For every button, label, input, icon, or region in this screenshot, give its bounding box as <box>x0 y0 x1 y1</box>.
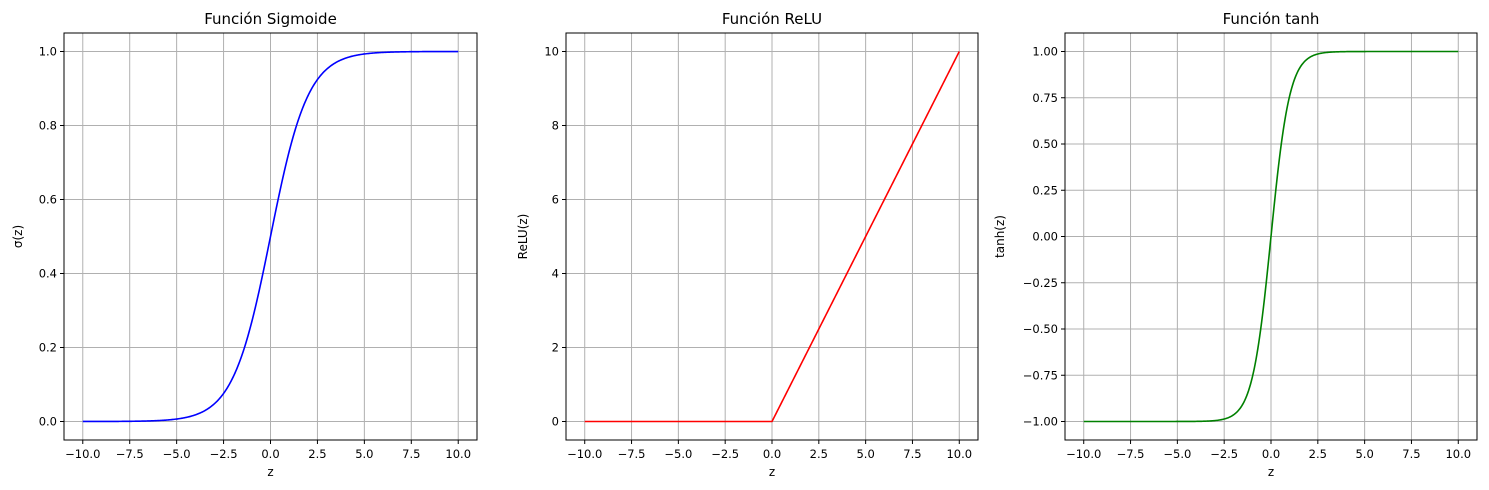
x-tick-label: 7.5 <box>402 447 420 461</box>
y-tick-label: 2 <box>552 341 559 355</box>
x-tick-label: 7.5 <box>903 447 921 461</box>
x-tick-label: 5.0 <box>1355 447 1373 461</box>
x-tick-label: 2.5 <box>308 447 326 461</box>
x-tick-label: −7.5 <box>116 447 144 461</box>
x-tick-label: −5.0 <box>1163 447 1191 461</box>
chart-title: Función ReLU <box>722 10 822 28</box>
y-tick-label: 0.4 <box>39 267 57 281</box>
x-tick-label: 2.5 <box>1309 447 1327 461</box>
x-tick-label: 2.5 <box>810 447 828 461</box>
chart-title: Función Sigmoide <box>204 10 337 28</box>
y-tick-label: 0.8 <box>39 119 57 133</box>
y-tick-label: 0.25 <box>1032 183 1058 197</box>
x-tick-label: 10.0 <box>445 447 471 461</box>
subplot-3: −10.0 −7.5 −5.0 −2.5 0.0 2.5 5.0 7.5 10.0 −1.00 −0… <box>993 10 1478 479</box>
x-tick-label: −2.5 <box>1210 447 1238 461</box>
y-tick-label: 6 <box>552 193 559 207</box>
x-tick-label: −10.0 <box>1066 447 1101 461</box>
x-axis-label: z <box>267 465 273 479</box>
subplot-2: −10.0 −7.5 −5.0 −2.5 0.0 2.5 5.0 7.5 10.0 0 2 4 6 8 10… <box>516 10 979 479</box>
x-tick-label: −7.5 <box>1117 447 1145 461</box>
y-tick-label: 0.00 <box>1032 230 1058 244</box>
chart-title: Función tanh <box>1223 10 1320 28</box>
series-line <box>82 50 459 423</box>
y-tick-label: 1.0 <box>39 45 57 59</box>
y-tick-label: 0.0 <box>39 415 57 429</box>
y-tick-label: 10 <box>544 45 559 59</box>
x-tick-label: −5.0 <box>664 447 692 461</box>
x-tick-label: 5.0 <box>355 447 373 461</box>
y-tick-label: 0 <box>552 415 559 429</box>
x-tick-label: −10.0 <box>567 447 602 461</box>
x-tick-label: −2.5 <box>711 447 739 461</box>
x-tick-label: 5.0 <box>856 447 874 461</box>
subplot-1: −10.0 −7.5 −5.0 −2.5 0.0 2.5 5.0 7.5 10.0 0.0 0.2 0… <box>11 10 478 479</box>
y-axis-label: ReLU(z) <box>516 214 530 260</box>
y-tick-label: −1.00 <box>1023 415 1058 429</box>
x-tick-label: 10.0 <box>1445 447 1471 461</box>
y-tick-label: −0.50 <box>1023 322 1058 336</box>
x-axis-label: z <box>1268 465 1274 479</box>
x-tick-label: −10.0 <box>65 447 100 461</box>
y-tick-label: 0.75 <box>1032 91 1058 105</box>
x-tick-label: 10.0 <box>946 447 972 461</box>
series-line <box>584 51 960 423</box>
y-tick-label: 0.6 <box>39 193 57 207</box>
y-tick-label: 0.50 <box>1032 137 1058 151</box>
x-tick-label: −7.5 <box>618 447 646 461</box>
y-axis-label: σ(z) <box>11 225 25 248</box>
x-tick-label: 7.5 <box>1402 447 1420 461</box>
x-tick-label: −2.5 <box>210 447 238 461</box>
x-tick-label: −5.0 <box>163 447 191 461</box>
y-tick-label: −0.25 <box>1023 276 1058 290</box>
y-tick-label: 1.00 <box>1032 45 1058 59</box>
y-axis-label: tanh(z) <box>993 215 1007 258</box>
y-tick-label: −0.75 <box>1023 368 1058 382</box>
x-axis-label: z <box>769 465 775 479</box>
y-tick-label: 0.2 <box>39 341 57 355</box>
x-tick-label: 0.0 <box>261 447 279 461</box>
series-line <box>1083 50 1459 423</box>
y-tick-label: 4 <box>552 267 559 281</box>
x-tick-label: 0.0 <box>763 447 781 461</box>
x-tick-label: 0.0 <box>1262 447 1280 461</box>
y-tick-label: 8 <box>552 119 559 133</box>
